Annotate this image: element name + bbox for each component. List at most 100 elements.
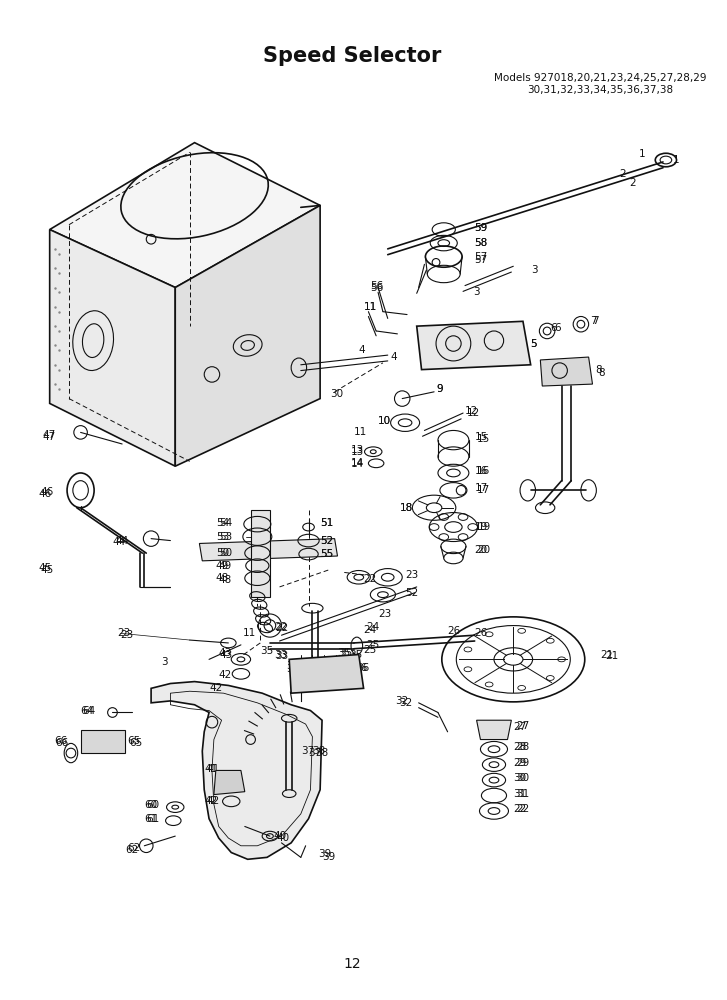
Text: 55: 55 — [320, 549, 334, 559]
Text: 64: 64 — [83, 706, 96, 716]
Text: 31: 31 — [513, 789, 526, 799]
Text: 15: 15 — [475, 432, 488, 442]
Text: 35: 35 — [349, 650, 362, 660]
Text: 1: 1 — [639, 149, 646, 159]
Text: 30: 30 — [513, 773, 526, 783]
Text: 58: 58 — [475, 238, 488, 248]
Text: 11: 11 — [354, 427, 367, 437]
Text: 35: 35 — [260, 646, 273, 656]
Text: 53: 53 — [216, 532, 229, 542]
Text: 48: 48 — [216, 573, 229, 583]
Polygon shape — [540, 357, 593, 386]
Text: 47: 47 — [42, 430, 55, 440]
Text: 11: 11 — [243, 628, 256, 638]
Text: 3: 3 — [473, 287, 479, 297]
Text: 39: 39 — [322, 852, 335, 862]
Polygon shape — [81, 730, 125, 753]
Text: 51: 51 — [320, 518, 334, 528]
Text: 6: 6 — [550, 323, 557, 333]
Text: 1: 1 — [672, 155, 679, 165]
Text: 46: 46 — [40, 487, 53, 497]
Text: 33: 33 — [275, 651, 288, 661]
Text: 13: 13 — [351, 445, 364, 455]
Text: 9: 9 — [436, 384, 443, 394]
Text: 39: 39 — [318, 849, 332, 859]
Text: 5: 5 — [531, 339, 537, 349]
Text: 19: 19 — [478, 522, 491, 532]
Text: 45: 45 — [40, 565, 53, 575]
Text: 29: 29 — [513, 758, 526, 768]
Polygon shape — [214, 770, 245, 795]
Text: 41: 41 — [204, 764, 217, 774]
Text: 34: 34 — [286, 664, 300, 674]
Text: 52: 52 — [320, 536, 334, 546]
Text: 13: 13 — [351, 447, 364, 457]
Text: 40: 40 — [277, 833, 290, 843]
Text: 18: 18 — [399, 503, 413, 513]
Text: 29: 29 — [516, 758, 529, 768]
Text: 44: 44 — [113, 537, 126, 547]
Text: 22: 22 — [275, 622, 288, 632]
Text: 23: 23 — [120, 630, 134, 640]
Text: 17: 17 — [477, 485, 490, 495]
Text: Models 927018,20,21,23,24,25,27,28,29
30,31,32,33,34,35,36,37,38: Models 927018,20,21,23,24,25,27,28,29 30… — [494, 73, 707, 95]
Text: 12: 12 — [343, 957, 361, 971]
Text: 2: 2 — [629, 178, 636, 188]
Text: 56: 56 — [370, 283, 384, 293]
Text: 10: 10 — [378, 416, 391, 426]
Polygon shape — [477, 720, 511, 740]
Text: 42: 42 — [209, 683, 222, 693]
Text: 62: 62 — [127, 843, 140, 853]
Text: 11: 11 — [364, 302, 377, 312]
Text: 43: 43 — [219, 648, 232, 658]
Polygon shape — [175, 205, 320, 466]
Text: 24: 24 — [364, 625, 377, 635]
Text: 55: 55 — [320, 549, 334, 559]
Text: 41: 41 — [206, 764, 220, 774]
Text: 42: 42 — [204, 796, 217, 806]
Text: 46: 46 — [38, 489, 52, 499]
Text: 36: 36 — [354, 663, 367, 673]
Text: 8: 8 — [598, 368, 605, 378]
Text: 58: 58 — [475, 238, 488, 248]
Text: 57: 57 — [475, 255, 488, 265]
Text: 38: 38 — [313, 746, 326, 756]
Text: 35: 35 — [340, 648, 353, 658]
Text: 66: 66 — [55, 736, 68, 746]
Text: 61: 61 — [145, 814, 158, 824]
Text: 66: 66 — [55, 738, 69, 748]
Text: 15: 15 — [477, 434, 490, 444]
Text: 52: 52 — [405, 588, 418, 598]
Text: 5: 5 — [531, 339, 537, 349]
Polygon shape — [199, 539, 337, 561]
Text: 12: 12 — [467, 408, 480, 418]
Text: 3: 3 — [161, 657, 167, 667]
Text: 40: 40 — [274, 831, 287, 841]
Text: 47: 47 — [42, 432, 55, 442]
Text: 22: 22 — [276, 623, 289, 633]
Text: 23: 23 — [117, 628, 131, 638]
Text: 36: 36 — [356, 663, 369, 673]
Text: 60: 60 — [145, 800, 158, 810]
Text: 6: 6 — [554, 323, 561, 333]
Text: 44: 44 — [116, 536, 129, 546]
Text: 16: 16 — [477, 466, 490, 476]
Text: 31: 31 — [516, 789, 529, 799]
Text: 4: 4 — [390, 352, 397, 362]
Text: 62: 62 — [125, 845, 138, 855]
Text: 27: 27 — [516, 721, 529, 731]
Text: 35: 35 — [337, 648, 350, 658]
Text: 7: 7 — [590, 316, 597, 326]
Text: 43: 43 — [220, 650, 233, 660]
Text: 24: 24 — [366, 622, 379, 632]
Text: 38: 38 — [316, 748, 329, 758]
Text: 14: 14 — [351, 458, 364, 468]
Text: 54: 54 — [216, 518, 229, 528]
Text: 8: 8 — [595, 365, 602, 375]
Text: 7: 7 — [593, 316, 599, 326]
Text: 59: 59 — [475, 223, 488, 233]
Text: 27: 27 — [513, 722, 526, 732]
Text: 18: 18 — [401, 503, 414, 513]
Text: 45: 45 — [38, 563, 52, 573]
Text: 34: 34 — [286, 661, 300, 671]
